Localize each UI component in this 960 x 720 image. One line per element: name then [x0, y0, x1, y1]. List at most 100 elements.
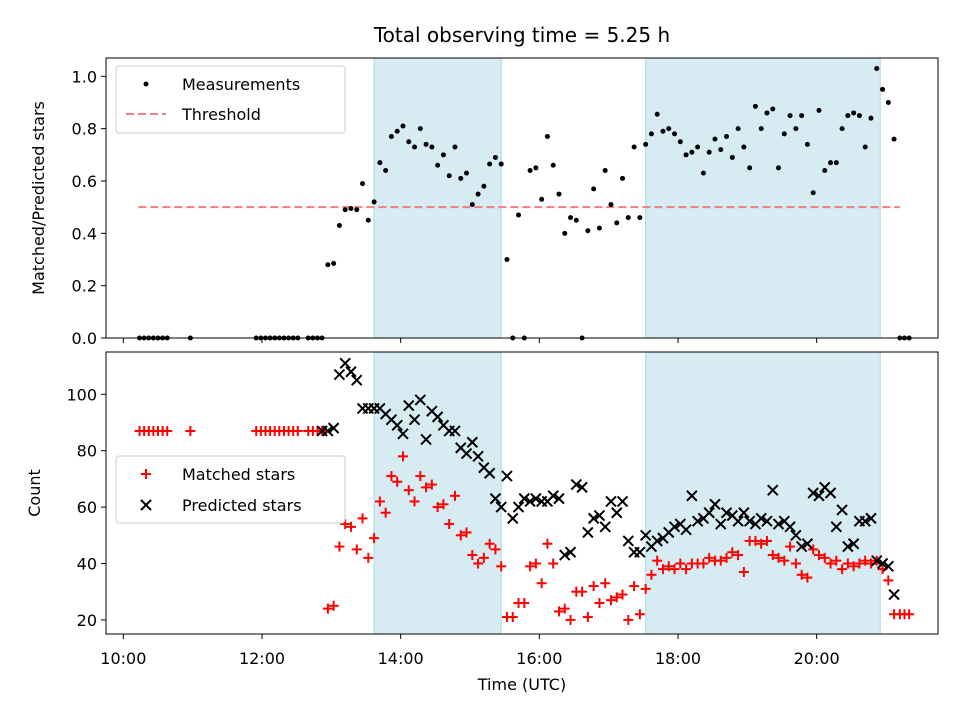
predicted-star-point [795, 540, 808, 553]
predicted-star-point-b [587, 512, 600, 525]
predicted-star-point [616, 495, 629, 508]
measurement-point [539, 196, 545, 202]
matched-star-point [351, 544, 362, 555]
predicted-star-point-b [732, 515, 744, 527]
matched-star-point [854, 558, 865, 569]
predicted-star-point-b [813, 490, 825, 502]
measurement-point [735, 126, 741, 132]
matched-star-point [675, 558, 686, 569]
measurement-point [342, 207, 348, 213]
predicted-star-point [876, 557, 889, 570]
predicted-star-point-b [593, 509, 606, 522]
matched-star-point [796, 569, 807, 580]
measurement-point [568, 215, 574, 221]
matched-star-point [848, 561, 859, 572]
observing-span [645, 57, 881, 339]
measurement-point [758, 126, 764, 132]
measurement-point [498, 161, 504, 167]
legend-plus [141, 469, 151, 479]
predicted-star-point-b [819, 481, 831, 494]
bottom-y-axis-label: Count [25, 469, 44, 517]
matched-star-point [773, 552, 784, 563]
predicted-star-point [420, 433, 432, 446]
matched-star-point [392, 476, 403, 487]
predicted-star-point-b [391, 419, 403, 432]
predicted-star-point-b [755, 512, 767, 525]
predicted-star-point [327, 422, 340, 434]
predicted-star-point-b [888, 588, 900, 601]
measurement-point [614, 220, 620, 226]
matched-star-point [565, 614, 576, 625]
matched-star-point [536, 578, 547, 589]
predicted-star-point [807, 487, 819, 499]
measurement-point [666, 126, 672, 132]
predicted-star-point [761, 515, 773, 527]
matched-star-point [467, 550, 478, 561]
matched-star-point [657, 564, 668, 575]
measurement-point [435, 162, 441, 168]
predicted-star-point [801, 538, 814, 550]
matched-star-point [715, 555, 726, 566]
measurement-point [354, 207, 360, 213]
measurement-point [394, 128, 400, 134]
measurement-point [747, 165, 753, 171]
predicted-star-point [639, 529, 652, 542]
matched-star-point [449, 490, 460, 501]
measurement-point [648, 131, 654, 137]
measurement-point [556, 191, 562, 197]
measurement-point [365, 217, 371, 223]
predicted-star-point-b [466, 436, 479, 448]
predicted-star-point-b [385, 413, 398, 426]
predicted-star-point-b [859, 515, 871, 527]
predicted-star-point [576, 481, 588, 494]
measurement-point [452, 144, 458, 150]
predicted-star-point-b [547, 490, 559, 502]
matched-star-point [559, 603, 570, 614]
matched-stars-points [134, 425, 915, 625]
measurement-point [776, 165, 782, 171]
matched-star-point [738, 566, 749, 577]
matched-star-point [883, 575, 894, 586]
measurement-point [781, 131, 787, 137]
matched-star-point [292, 425, 303, 436]
predicted-star-point [755, 512, 767, 525]
matched-star-point [461, 527, 472, 538]
predicted-star-point [888, 588, 900, 601]
measurement-point [516, 212, 522, 218]
y-tick-label: 0.8 [72, 120, 97, 139]
predicted-star-point-b [599, 521, 611, 533]
measurement-point [573, 217, 579, 223]
x-tick-label: 14:00 [378, 649, 424, 668]
y-tick-label: 100 [66, 385, 97, 404]
predicted-star-point-b [784, 521, 796, 533]
predicted-star-point-b [553, 492, 565, 505]
predicted-star-point-b [847, 538, 860, 550]
predicted-star-point [553, 492, 565, 505]
matched-star-point [162, 425, 173, 436]
matched-star-point [733, 550, 744, 561]
matched-star-point [519, 597, 530, 608]
predicted-star-point-b [876, 557, 889, 570]
bottom-y-ticks: 20 40 60 80 100 [66, 385, 106, 630]
predicted-star-point [686, 490, 698, 502]
measurement-point [331, 260, 337, 266]
predicted-star-point [547, 490, 559, 502]
matched-star-point [904, 609, 915, 620]
predicted-star-point-b [634, 546, 646, 558]
matched-star-point [553, 606, 564, 617]
matched-star-point [525, 561, 536, 572]
predicted-star-point-b [651, 535, 663, 547]
matched-star-point [594, 597, 605, 608]
matched-star-point [496, 561, 507, 572]
predicted-star-point-b [691, 515, 704, 527]
measurement-point [672, 131, 678, 137]
legend-cross [140, 499, 152, 511]
predicted-star-point-b [703, 507, 715, 519]
measurement-point [383, 168, 389, 174]
predicted-star-point-b [767, 484, 779, 496]
matched-star-point [473, 558, 484, 569]
measurement-point [816, 107, 822, 113]
matched-star-point [790, 558, 801, 569]
predicted-star-point-b [871, 554, 883, 567]
predicted-star-point [859, 515, 871, 527]
